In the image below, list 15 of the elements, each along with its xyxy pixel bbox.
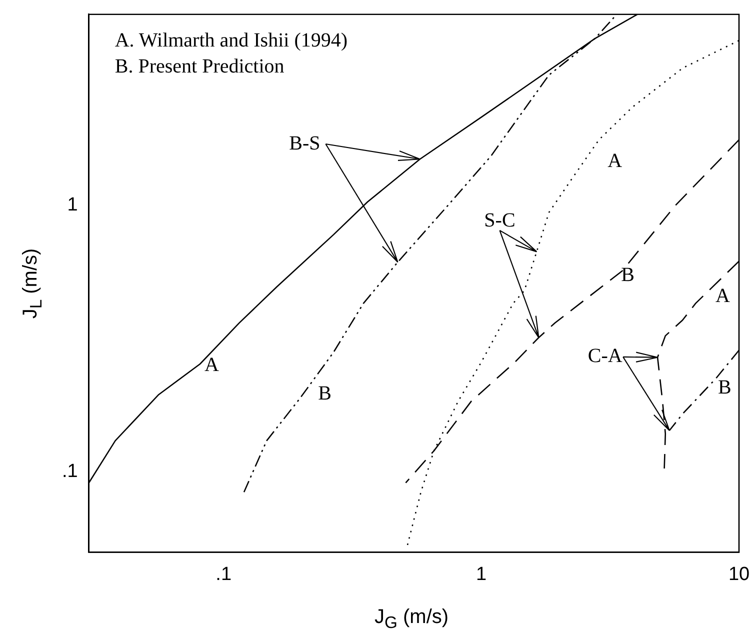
x-axis-title: J$_{G}$ (m/s)	[373, 606, 450, 633]
annotation: A. Wilmarth and Ishii (1994)	[114, 30, 348, 52]
annotation: A	[608, 150, 623, 172]
annotation: B	[718, 376, 732, 398]
annotation: B. Present Prediction	[114, 55, 284, 78]
x-tick-label: .1	[216, 564, 232, 585]
annotation: B	[621, 264, 634, 286]
annotation: S-C	[484, 210, 516, 232]
annotation: C-A	[588, 345, 623, 368]
annotation: A	[716, 284, 731, 307]
annotation: A	[204, 354, 220, 376]
x-tick-label: 1	[476, 564, 487, 585]
annotation: B	[318, 382, 332, 404]
annotation: B-S	[289, 132, 320, 154]
x-tick-label: 10	[728, 564, 750, 585]
